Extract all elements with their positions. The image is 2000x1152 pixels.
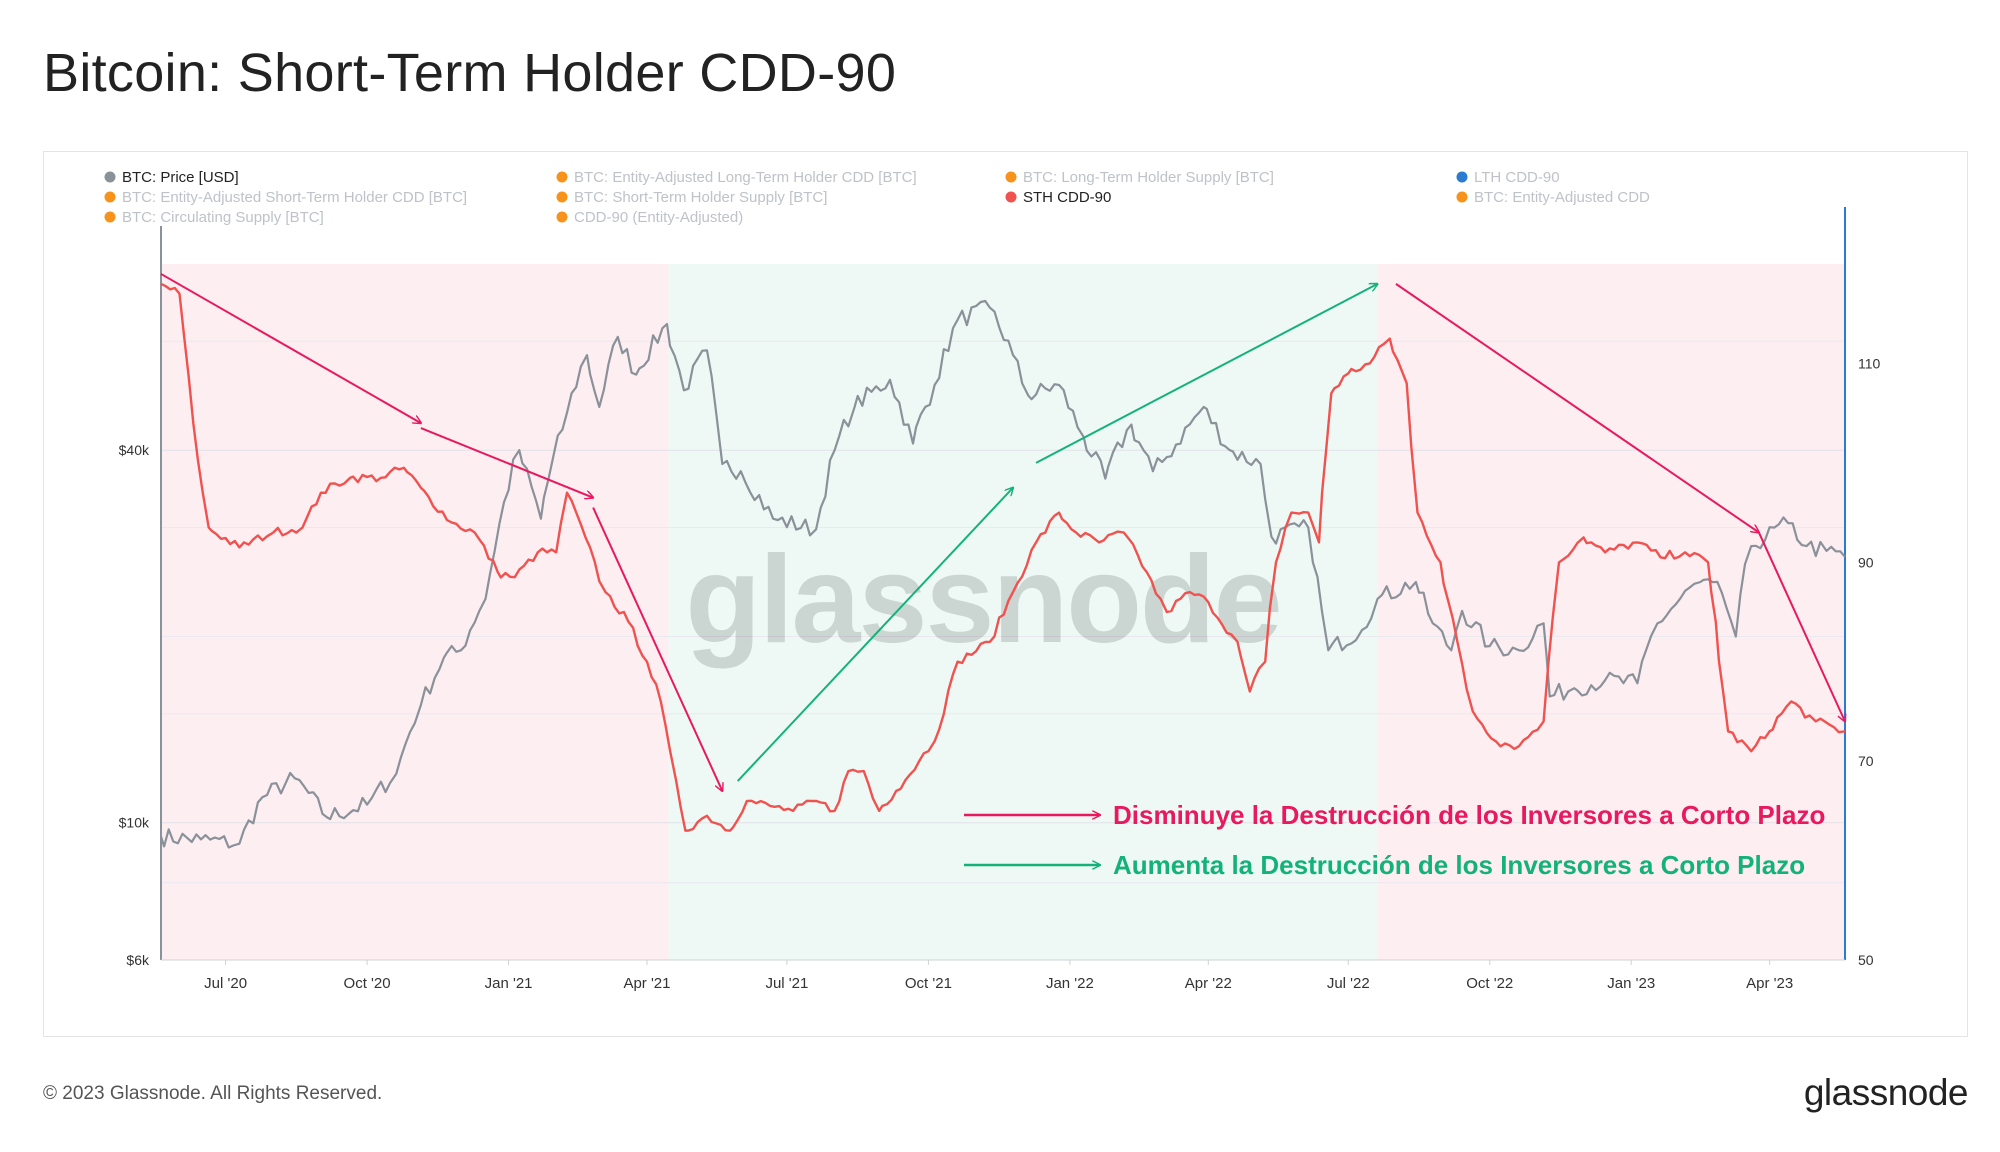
legend-label: BTC: Circulating Supply [BTC] (122, 209, 324, 226)
trend-arrow (1757, 532, 1845, 721)
chart-frame: $6k $10k $40k 50 70 90 110 Jul '20 Oct '20 Jan '2… (43, 151, 1968, 1037)
series-line-sth-cdd-90 (160, 282, 1846, 832)
x-tick-label: Oct '21 (905, 975, 952, 992)
legend-dot-icon (556, 211, 568, 223)
y-right-tick-label: 90 (1858, 554, 1874, 570)
y-right-tick-label: 110 (1858, 355, 1881, 371)
legend-dot-icon (104, 171, 116, 183)
annotation-text: Aumenta la Destrucción de los Inversores… (1113, 850, 1805, 880)
x-tick-label: Jul '20 (204, 975, 247, 992)
annotation-text: Disminuye la Destrucción de los Inversor… (1113, 800, 1825, 830)
y-left-tick-label: $40k (119, 442, 150, 458)
trend-arrow (1035, 284, 1377, 464)
footer-brand-logo: glassnode (1803, 1072, 1969, 1113)
x-tick-label: Jan '22 (1046, 975, 1094, 992)
legend-dot-icon (556, 171, 568, 183)
legend-dot-icon (104, 191, 116, 203)
legend-dot-icon (104, 211, 116, 223)
legend-item[interactable]: BTC: Entity-Adjusted CDD (1456, 189, 1651, 206)
x-tick-label: Jan '23 (1607, 975, 1655, 992)
page-title: Bitcoin: Short-Term Holder CDD-90 (43, 43, 897, 103)
legend-item[interactable]: BTC: Entity-Adjusted Long-Term Holder CD… (556, 169, 917, 186)
chart-svg: $6k $10k $40k 50 70 90 110 Jul '20 Oct '20 Jan '2… (104, 169, 1881, 992)
x-tick-label: Apr '22 (1185, 975, 1232, 992)
legend-item[interactable]: STH CDD-90 (1005, 189, 1112, 206)
legend-label: BTC: Price [USD] (122, 169, 239, 186)
legend-label: CDD-90 (Entity-Adjusted) (574, 209, 743, 226)
legend-dot-icon (1456, 171, 1468, 183)
y-right-tick-label: 70 (1858, 753, 1874, 769)
series-line-btc-price (159, 299, 1846, 849)
shaded-region-1 (668, 264, 1378, 960)
legend-dot-icon (1005, 171, 1017, 183)
trend-arrow (736, 488, 1013, 782)
trend-arrow (1395, 283, 1759, 533)
legend-item[interactable]: BTC: Short-Term Holder Supply [BTC] (556, 189, 828, 206)
legend-dot-icon (1005, 191, 1017, 203)
x-tick-label: Oct '22 (1466, 975, 1513, 992)
legend-label: BTC: Entity-Adjusted Long-Term Holder CD… (574, 169, 917, 186)
x-tick-label: Apr '21 (623, 975, 670, 992)
legend-item[interactable]: BTC: Long-Term Holder Supply [BTC] (1005, 169, 1274, 186)
y-left-tick-label: $6k (126, 952, 150, 968)
legend-label: LTH CDD-90 (1474, 169, 1560, 186)
legend-label: BTC: Entity-Adjusted CDD (1474, 189, 1650, 206)
legend-label: BTC: Short-Term Holder Supply [BTC] (574, 189, 827, 206)
shaded-region-2 (1377, 264, 1845, 960)
x-tick-label: Jul '21 (765, 975, 808, 992)
legend-item[interactable]: LTH CDD-90 (1456, 169, 1560, 186)
shaded-region-0 (161, 264, 669, 960)
legend-label: BTC: Entity-Adjusted Short-Term Holder C… (122, 189, 467, 206)
watermark-text: glassnode (685, 531, 1280, 669)
x-tick-label: Jan '21 (485, 975, 533, 992)
trend-arrow (420, 427, 593, 498)
legend-item[interactable]: BTC: Circulating Supply [BTC] (104, 209, 324, 226)
legend-dot-icon (1456, 191, 1468, 203)
trend-arrow (160, 273, 421, 423)
y-right-tick-label: 50 (1858, 952, 1874, 968)
legend-item[interactable]: BTC: Entity-Adjusted Short-Term Holder C… (104, 189, 468, 206)
x-tick-label: Jul '22 (1327, 975, 1370, 992)
x-tick-label: Oct '20 (344, 975, 391, 992)
x-tick-label: Apr '23 (1746, 975, 1793, 992)
legend-item[interactable]: BTC: Price [USD] (104, 169, 239, 186)
legend-label: STH CDD-90 (1023, 189, 1111, 206)
trend-arrow (592, 507, 722, 791)
y-left-tick-label: $10k (119, 815, 150, 831)
footer-copyright: © 2023 Glassnode. All Rights Reserved. (43, 1083, 383, 1104)
legend-item[interactable]: CDD-90 (Entity-Adjusted) (556, 209, 744, 226)
legend-label: BTC: Long-Term Holder Supply [BTC] (1023, 169, 1274, 186)
legend-dot-icon (556, 191, 568, 203)
